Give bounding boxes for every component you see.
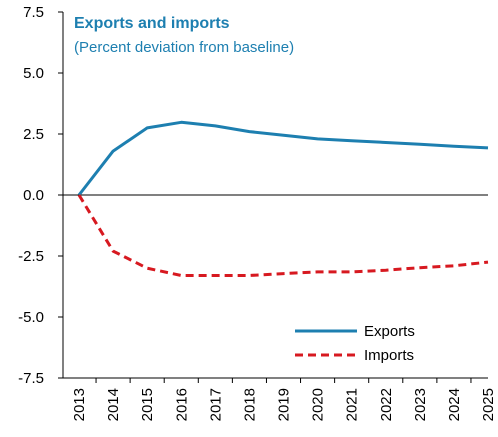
legend-label-imports: Imports [364, 347, 414, 364]
chart-title: Exports and imports [74, 15, 230, 32]
x-tick-label: 2013 [71, 388, 88, 421]
x-tick-label: 2014 [105, 388, 122, 421]
x-tick-label: 2024 [446, 388, 463, 421]
x-tick-label: 2019 [276, 388, 293, 421]
x-tick-label: 2025 [480, 388, 497, 421]
x-tick-label: 2020 [310, 388, 327, 421]
x-tick-label: 2016 [173, 388, 190, 421]
x-tick-label: 2017 [207, 388, 224, 421]
series-line-exports [77, 120, 489, 196]
x-tick-label: 2015 [139, 388, 156, 421]
y-tick-label: -2.5 [18, 248, 44, 265]
x-tick-label: 2018 [241, 388, 258, 421]
y-tick-label: 2.5 [23, 126, 44, 143]
y-tick-label: 0.0 [23, 187, 44, 204]
x-tick-label: 2021 [344, 388, 361, 421]
chart-subtitle: (Percent deviation from baseline) [74, 39, 294, 56]
y-axis: -7.5 -5.0 -2.5 0.0 2.5 5.0 7.5 [18, 4, 64, 387]
series-line-imports [77, 194, 489, 277]
legend-label-exports: Exports [364, 323, 415, 340]
x-tick-label: 2022 [378, 388, 395, 421]
legend: Exports Imports [295, 323, 415, 364]
y-tick-label: 7.5 [23, 4, 44, 21]
y-tick-label: -5.0 [18, 309, 44, 326]
y-tick-label: 5.0 [23, 65, 44, 82]
x-axis: 2013 2014 2015 2016 2017 2018 2019 2020 2021 2022… [63, 194, 497, 421]
y-tick-label: -7.5 [18, 370, 44, 387]
x-tick-label: 2023 [412, 388, 429, 421]
series-layer [77, 120, 489, 277]
